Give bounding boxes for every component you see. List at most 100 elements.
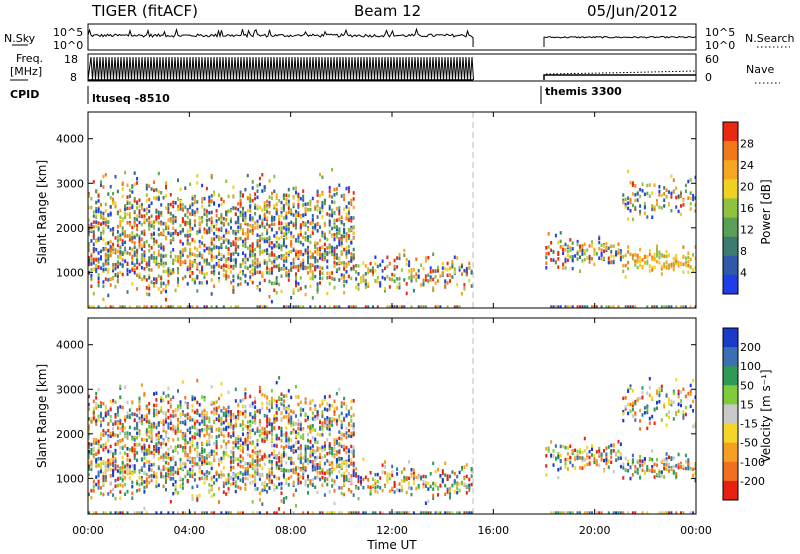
scatter-cell: [299, 446, 302, 451]
scatter-cell: [242, 213, 244, 217]
scatter-cell: [133, 253, 136, 257]
scatter-cell: [290, 266, 293, 270]
scatter-cell: [95, 391, 98, 396]
scatter-cell: [109, 407, 112, 412]
scatter-cell: [232, 231, 235, 235]
scatter-cell: [227, 440, 230, 444]
scatter-cell: [424, 511, 427, 515]
scatter-cell: [148, 220, 151, 224]
scatter-cell: [340, 273, 343, 277]
scatter-cell: [275, 466, 278, 470]
scatter-cell: [268, 241, 271, 245]
scatter-cell: [323, 236, 326, 240]
scatter-cell: [254, 413, 257, 418]
scatter-cell: [193, 246, 196, 250]
scatter-cell: [165, 460, 167, 465]
scatter-cell: [133, 233, 136, 238]
scatter-cell: [369, 492, 372, 496]
scatter-cell: [331, 226, 334, 231]
scatter-cell: [97, 479, 100, 484]
scatter-cell: [656, 247, 658, 252]
scatter-cell: [157, 410, 160, 415]
scatter-cell: [227, 478, 230, 482]
scatter-cell: [237, 273, 240, 278]
scatter-cell: [321, 402, 324, 406]
scatter-cell: [660, 253, 663, 257]
scatter-cell: [150, 305, 153, 309]
scatter-cell: [254, 247, 257, 252]
scatter-cell: [126, 212, 129, 216]
scatter-cell: [391, 272, 394, 277]
scatter-cell: [133, 438, 136, 442]
scatter-cell: [148, 263, 151, 267]
scatter-cell: [181, 482, 184, 486]
scatter-cell: [186, 403, 189, 407]
scatter-cell: [124, 415, 127, 419]
nave-label: Nave: [746, 63, 774, 76]
scatter-cell: [186, 221, 189, 225]
scatter-cell: [126, 201, 129, 206]
scatter-cell: [564, 242, 567, 247]
scatter-cell: [251, 466, 254, 471]
scatter-cell: [600, 257, 603, 261]
scatter-cell: [242, 258, 244, 262]
scatter-cell: [622, 200, 625, 205]
scatter-cell: [576, 239, 579, 244]
scatter-cell: [242, 422, 244, 426]
scatter-cell: [254, 487, 257, 492]
scatter-cell: [263, 462, 266, 466]
scatter-cell: [263, 436, 266, 441]
scatter-cell: [350, 474, 353, 478]
scatter-cell: [282, 433, 285, 437]
scatter-cell: [285, 468, 288, 473]
scatter-cell: [112, 229, 115, 233]
scatter-cell: [131, 496, 134, 500]
scatter-cell: [319, 281, 321, 285]
scatter-cell: [119, 395, 122, 400]
scatter-cell: [215, 442, 218, 446]
scatter-cell: [242, 218, 244, 222]
scatter-cell: [160, 203, 163, 207]
scatter-cell: [201, 265, 204, 269]
scatter-cell: [97, 226, 100, 230]
scatter-cell: [193, 194, 196, 199]
scatter-cell: [232, 206, 235, 210]
scatter-cell: [331, 470, 334, 474]
scatter-cell: [304, 231, 307, 235]
scatter-cell: [97, 404, 100, 408]
scatter-cell: [343, 482, 346, 486]
scatter-cell: [186, 234, 189, 239]
scatter-cell: [261, 173, 264, 177]
scatter-cell: [314, 274, 317, 279]
scatter-cell: [203, 422, 206, 426]
scatter-cell: [138, 243, 141, 247]
scatter-cell: [627, 250, 630, 254]
scatter-cell: [386, 305, 389, 309]
scatter-cell: [340, 486, 343, 490]
scatter-cell: [304, 248, 307, 252]
scatter-cell: [321, 200, 324, 205]
scatter-cell: [278, 464, 281, 469]
scatter-cell: [198, 261, 201, 266]
scatter-cell: [347, 206, 350, 211]
scatter-cell: [261, 221, 264, 225]
scatter-cell: [347, 262, 350, 266]
scatter-cell: [254, 479, 257, 484]
scatter-cell: [189, 266, 192, 270]
scatter-cell: [97, 257, 100, 262]
scatter-cell: [350, 256, 353, 260]
scatter-cell: [220, 243, 223, 248]
scatter-cell: [266, 260, 269, 265]
scatter-cell: [333, 187, 336, 192]
scatter-cell: [198, 435, 201, 439]
scatter-cell: [119, 511, 122, 515]
scatter-cell: [186, 207, 189, 212]
scatter-cell: [191, 227, 194, 231]
scatter-cell: [251, 225, 254, 229]
scatter-cell: [374, 489, 377, 493]
scatter-cell: [309, 199, 312, 204]
scatter-cell: [326, 259, 329, 263]
scatter-cell: [201, 428, 204, 432]
scatter-cell: [384, 266, 386, 271]
scatter-cell: [352, 426, 355, 431]
